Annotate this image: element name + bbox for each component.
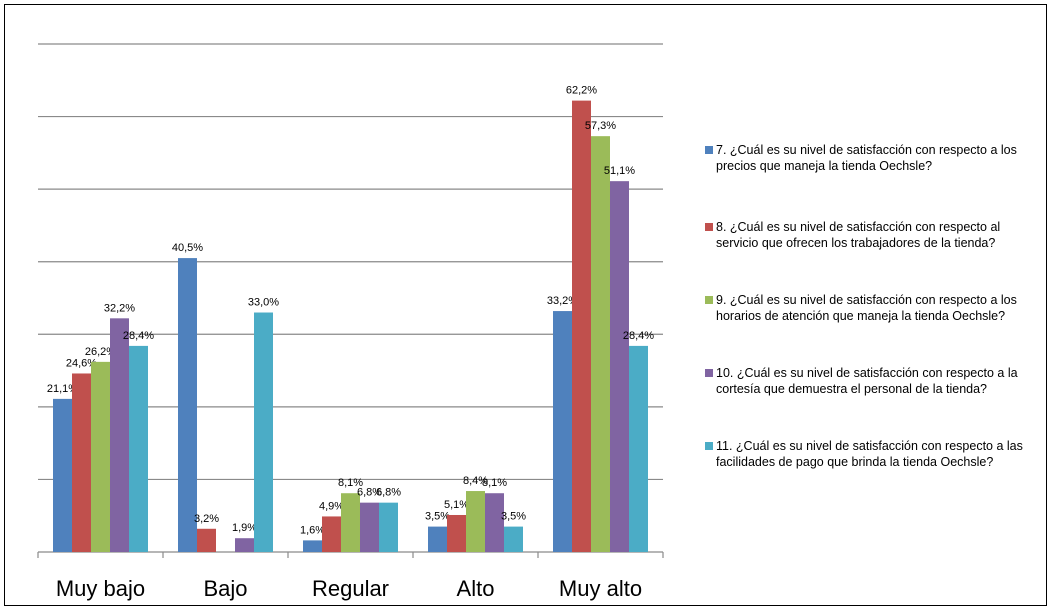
data-label: 6,8%: [376, 487, 401, 499]
bar: [72, 373, 91, 552]
bar: [178, 258, 197, 552]
legend-label-7: 7. ¿Cuál es su nivel de satisfacción con…: [716, 143, 1017, 173]
legend-label-10: 10. ¿Cuál es su nivel de satisfacción co…: [716, 366, 1018, 396]
data-label: 32,2%: [104, 302, 135, 314]
legend-swatch-8: [705, 223, 713, 231]
legend-swatch-11: [705, 442, 713, 450]
legend-item-8: 8. ¿Cuál es su nivel de satisfacción con…: [705, 219, 1046, 251]
data-label: 1,6%: [300, 524, 325, 536]
bar: [341, 493, 360, 552]
bar: [303, 540, 322, 552]
x-tick-label: Alto: [457, 576, 495, 601]
data-label: 6,8%: [357, 487, 382, 499]
bar: [254, 312, 273, 552]
bar: [591, 136, 610, 552]
data-label: 8,1%: [482, 477, 507, 489]
data-label: 3,5%: [425, 511, 450, 523]
legend-item-11: 11. ¿Cuál es su nivel de satisfacción co…: [705, 438, 1046, 470]
legend-swatch-7: [705, 146, 713, 154]
bar: [110, 318, 129, 552]
data-label: 3,2%: [194, 513, 219, 525]
bar: [360, 502, 379, 552]
data-label: 28,4%: [623, 330, 654, 342]
bar: [91, 361, 110, 552]
bar: [53, 398, 72, 552]
data-label: 57,3%: [585, 120, 616, 132]
data-label: 1,9%: [232, 522, 257, 534]
bar: [428, 526, 447, 552]
data-label: 8,1%: [338, 477, 363, 489]
bar: [466, 491, 485, 552]
bar: [379, 502, 398, 552]
data-label: 51,1%: [604, 165, 635, 177]
data-label: 26,2%: [85, 346, 116, 358]
data-label: 28,4%: [123, 330, 154, 342]
chart-frame: [4, 4, 1047, 606]
x-tick-label: Regular: [312, 576, 389, 601]
data-label: 33,0%: [248, 297, 279, 309]
legend-item-7: 7. ¿Cuál es su nivel de satisfacción con…: [705, 142, 1046, 174]
x-tick-label: Muy bajo: [56, 576, 145, 601]
bar: [447, 514, 466, 552]
bar: [504, 526, 523, 552]
legend-item-9: 9. ¿Cuál es su nivel de satisfacción con…: [705, 292, 1046, 324]
data-label: 8,4%: [463, 475, 488, 487]
legend-item-10: 10. ¿Cuál es su nivel de satisfacción co…: [705, 365, 1046, 397]
legend-label-11: 11. ¿Cuál es su nivel de satisfacción co…: [716, 439, 1023, 469]
data-label: 4,9%: [319, 500, 344, 512]
data-label: 21,1%: [47, 383, 78, 395]
legend-swatch-10: [705, 369, 713, 377]
bar: [572, 100, 591, 552]
data-label: 24,6%: [66, 357, 97, 369]
x-tick-label: Muy alto: [559, 576, 642, 601]
legend-label-9: 9. ¿Cuál es su nivel de satisfacción con…: [716, 293, 1017, 323]
bar: [485, 493, 504, 552]
bar: [610, 181, 629, 552]
data-label: 5,1%: [444, 499, 469, 511]
bar: [129, 345, 148, 552]
data-label: 62,2%: [566, 85, 597, 97]
data-label: 33,2%: [547, 295, 578, 307]
bar: [197, 528, 216, 552]
bar: [235, 538, 254, 552]
bar: [629, 345, 648, 552]
bar: [322, 516, 341, 552]
bar: [553, 311, 572, 552]
x-tick-label: Bajo: [203, 576, 247, 601]
data-label: 40,5%: [172, 242, 203, 254]
legend-label-8: 8. ¿Cuál es su nivel de satisfacción con…: [716, 220, 1001, 250]
legend-swatch-9: [705, 296, 713, 304]
data-label: 3,5%: [501, 511, 526, 523]
